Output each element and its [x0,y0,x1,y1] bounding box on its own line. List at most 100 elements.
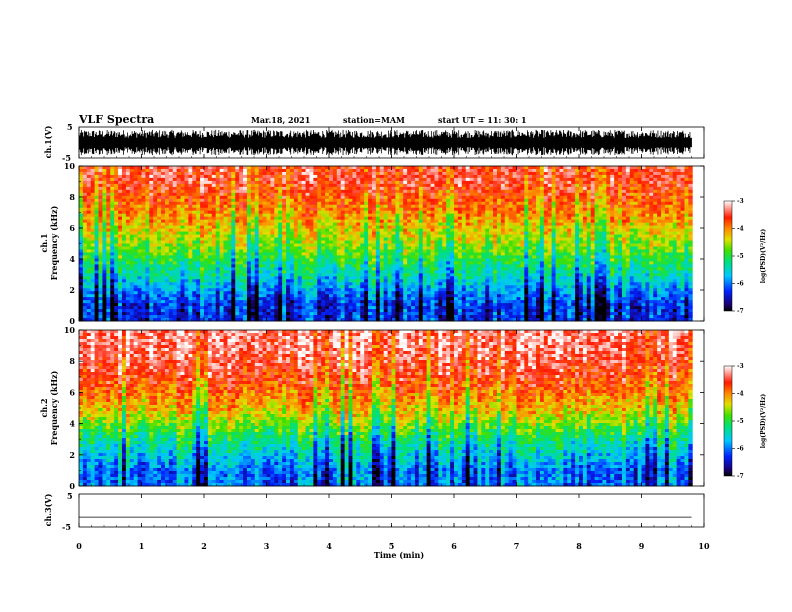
ch1-spectrogram-cell [348,177,353,182]
ch1-spectrogram-cell [332,306,338,310]
ch1-spectrogram-cell [141,312,146,316]
ch1-spectrogram-cell [204,234,209,238]
ch1-spectrogram-cell [434,234,439,238]
ch1-spectrogram-cell [387,291,392,295]
ch1-spectrogram-cell [149,168,154,173]
ch1-spectrogram-cell [364,174,369,179]
ch1-spectrogram-cell [137,168,142,173]
ch1-spectrogram-cell [86,249,92,253]
ch1-spectrogram-cell [188,303,193,307]
ch1-spectrogram-cell [204,300,209,304]
ch1-spectrogram-cell [110,231,115,235]
ch1-spectrogram-cell [161,261,166,265]
ch1-spectrogram-cell [258,291,263,295]
ch1-spectrogram-cell [325,177,330,182]
ch1-spectrogram-cell [332,222,338,227]
ch1-spectrogram-cell [254,270,260,274]
ch1-spectrogram-cell [114,174,119,179]
ch1-spectrogram-cell [235,312,240,316]
ch1-spectrogram-cell [82,282,88,286]
ch1-spectrogram-cell [86,270,92,274]
ch1-spectrogram-cell [399,246,404,250]
ch1-spectrogram-cell [153,276,158,280]
ch1-spectrogram-cell [407,261,412,265]
ch1-spectrogram-cell [383,306,388,310]
ch1-spectrogram-cell [153,168,158,173]
ch1-spectrogram-cell [446,303,451,307]
ch1-spectrogram-cell [301,204,306,209]
ch1-spectrogram-cell [309,174,314,179]
ch1-spectrogram-cell [344,270,349,274]
ch1-spectrogram-cell [266,192,271,197]
ch1-spectrogram-cell [282,312,287,316]
ch1-spectrogram-cell [86,216,92,221]
ch1-spectrogram-cell [192,258,197,262]
ch1-spectrogram-cell [200,288,205,292]
ch1-spectrogram-cell [180,312,185,316]
ch1-spectrogram-cell [375,270,381,274]
ch1-spectrogram-cell [446,249,451,253]
ch1-spectrogram-cell [317,168,322,173]
ch1-spectrogram-cell [297,216,303,221]
ch1-spectrogram-cell [364,282,369,286]
ch1-spectrogram-cell [418,192,424,197]
ch1-spectrogram-cell [133,294,138,298]
ch1-spectrogram-cell [301,303,306,307]
ch1-spectrogram-cell [344,312,349,316]
ch1-spectrogram-cell [204,258,209,262]
ch1-spectrogram-cell [79,219,84,224]
ch1-spectrogram-cell [395,219,400,224]
ch1-spectrogram-cell [286,246,291,250]
ch1-spectrogram-cell [329,219,334,224]
ch1-spectrogram-cell [336,225,342,229]
ch1-spectrogram-cell [246,228,252,232]
ch1-spectrogram-cell [442,222,447,227]
ch1-spectrogram-cell [219,243,224,247]
ch1-spectrogram-cell [270,306,275,310]
ch1-spectrogram-cell [110,186,115,191]
ch1-spectrogram-cell [387,198,392,203]
ch1-spectrogram-cell [450,210,455,215]
ch1-spectrogram-cell [180,243,185,247]
ch1-spectrogram-cell [98,318,103,322]
ch1-spectrogram-cell [282,285,287,289]
ch1-spectrogram-cell [426,300,431,304]
ch1-spectrogram-cell [293,228,299,232]
ch1-spectrogram-cell [321,243,326,247]
ch1-spectrogram-cell [114,288,119,292]
ch1-spectrogram-cell [137,231,142,235]
ch1-spectrogram-cell [125,303,131,307]
ch1-spectrogram-cell [231,285,236,289]
ch1-spectrogram-cell [192,198,197,203]
ch1-spectrogram-cell [395,225,400,229]
ch1-spectrogram-cell [352,240,357,244]
ch1-spectrogram-cell [344,216,349,221]
ch1-spectrogram-cell [168,270,174,274]
ch1-spectrogram-cell [258,273,263,277]
ch1-spectrogram-cell [137,252,142,256]
ch1-spectrogram-cell [426,192,431,197]
ch1-spectrogram-cell [243,207,248,212]
ch1-spectrogram-cell [129,180,135,185]
ch1-spectrogram-cell [278,166,283,170]
ch1-spectrogram-cell [309,186,314,191]
ch1-spectrogram-cell [301,177,306,182]
ch1-spectrogram-cell [176,273,181,277]
ch1-spectrogram-cell [446,219,451,224]
ch1-spectrogram-cell [184,228,189,232]
ch1-spectrogram-cell [348,207,353,212]
ch1-spectrogram-cell [86,255,92,259]
ch1-spectrogram-cell [368,183,373,188]
ch1-spectrogram-cell [407,222,412,227]
ch1-spectrogram-cell [157,231,162,235]
ch1-spectrogram-cell [196,171,201,176]
ch1-spectrogram-cell [407,270,412,274]
ch1-spectrogram-cell [446,261,451,265]
ch1-spectrogram-cell [348,237,353,241]
ch1-spectrogram-cell [317,171,322,176]
ch1-spectrogram-cell [332,267,338,271]
ch1-spectrogram-cell [196,279,201,283]
ch1-spectrogram-cell [110,288,115,292]
ch1-spectrogram-cell [348,213,353,218]
ch1-spectrogram-cell [434,306,439,310]
